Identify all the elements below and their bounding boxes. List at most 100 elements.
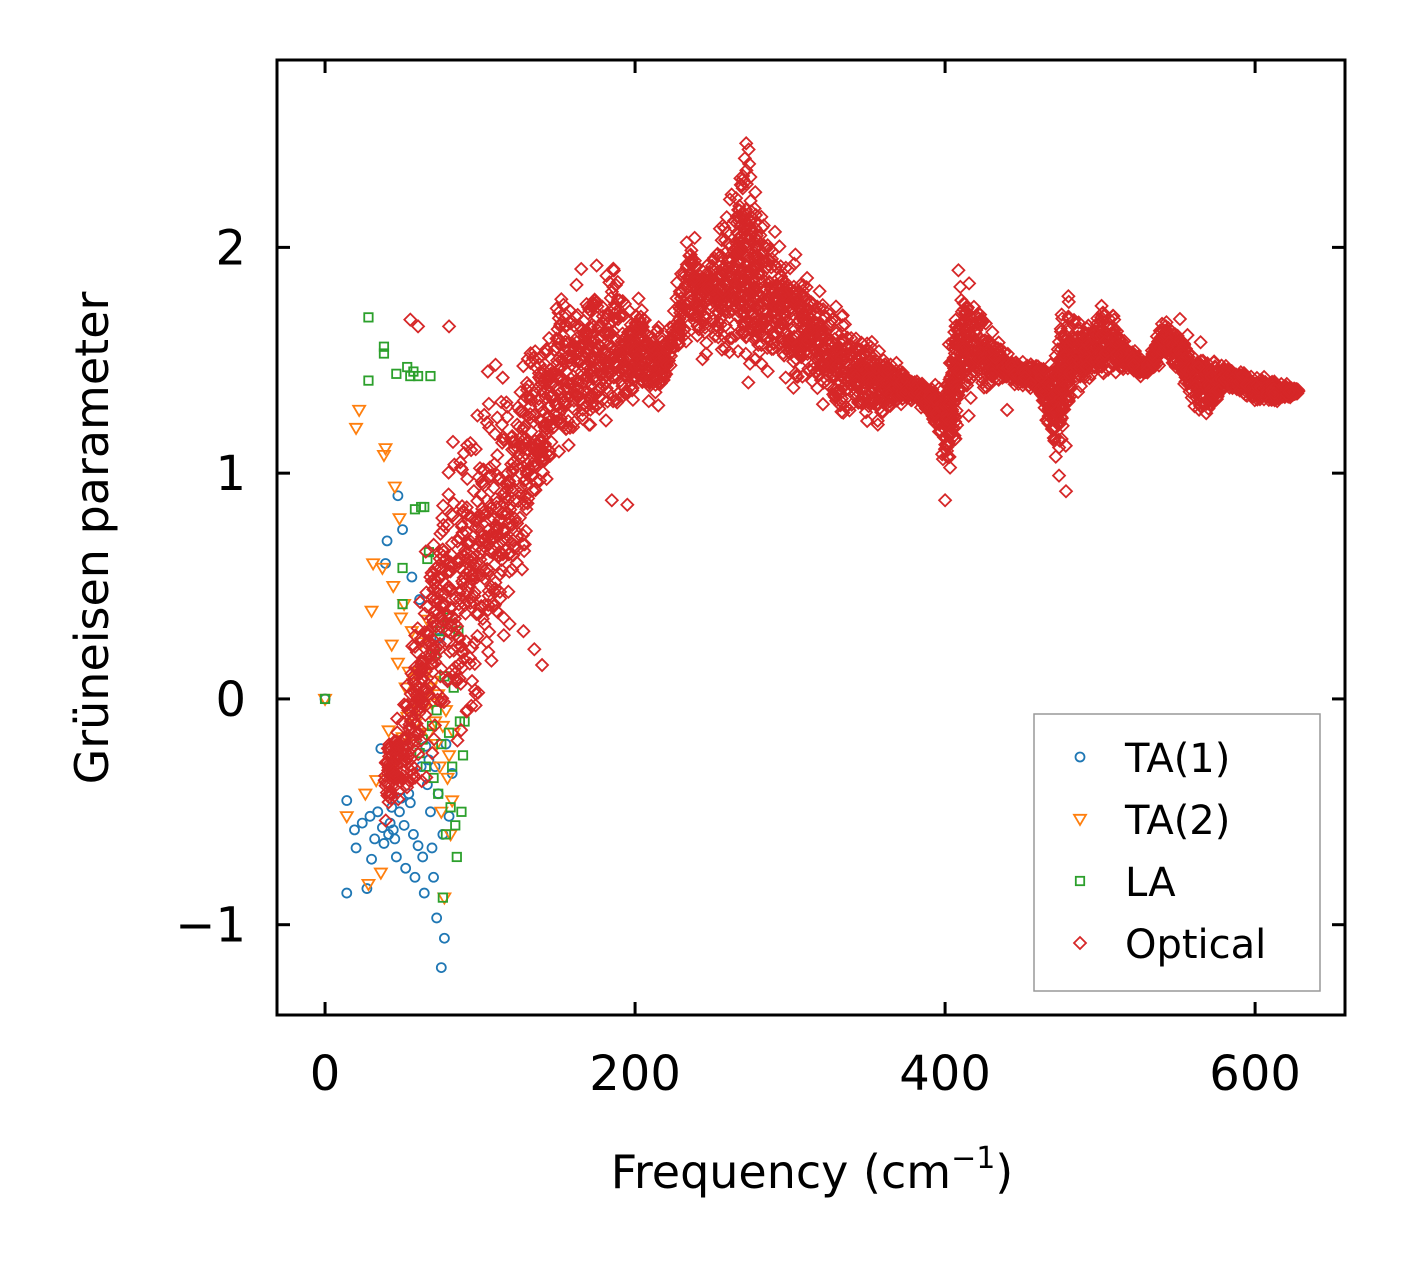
data-point: [600, 308, 616, 324]
data-point: [351, 404, 367, 418]
data-point: [418, 635, 434, 651]
data-point: [1220, 362, 1235, 378]
data-point: [927, 401, 943, 416]
data-point: [790, 369, 805, 385]
data-point: [445, 434, 461, 450]
data-point: [1193, 334, 1208, 350]
data-point: [435, 542, 451, 557]
data-point: [961, 276, 977, 291]
data-point: [505, 461, 521, 477]
data-point: [348, 422, 364, 436]
data-point: [468, 686, 484, 702]
data-point: [397, 599, 408, 610]
data-point: [527, 482, 543, 497]
data-point: [475, 501, 490, 517]
data-point: [652, 368, 667, 383]
data-point: [391, 368, 402, 379]
data-point: [377, 443, 394, 457]
data-point: [707, 328, 723, 344]
data-point: [475, 541, 490, 557]
data-point: [625, 380, 640, 396]
data-point: [493, 394, 509, 410]
data-point: [719, 258, 734, 274]
data-point: [596, 364, 612, 380]
data-point: [1055, 311, 1070, 326]
data-point: [424, 745, 440, 761]
data-point: [427, 654, 443, 670]
data-point: [389, 833, 401, 845]
data-point: [1097, 334, 1112, 350]
data-point: [517, 489, 533, 505]
data-point: [487, 426, 503, 442]
data-point: [499, 395, 514, 410]
legend-label: Optical: [1125, 922, 1266, 968]
data-point: [687, 271, 702, 287]
data-point: [960, 300, 976, 315]
data-point: [732, 198, 747, 214]
data-point: [551, 305, 566, 320]
data-point: [599, 268, 614, 284]
data-point: [457, 597, 473, 613]
data-point: [1206, 355, 1222, 370]
data-point: [476, 407, 492, 423]
data-point: [523, 345, 538, 361]
data-point: [760, 330, 776, 346]
data-point: [527, 641, 542, 657]
data-point: [949, 318, 964, 333]
data-point: [523, 399, 538, 414]
data-point: [537, 416, 553, 431]
data-point: [672, 284, 688, 299]
data-point: [751, 289, 767, 304]
data-point: [713, 317, 729, 332]
data-point: [319, 693, 331, 705]
data-point: [573, 261, 589, 277]
data-point: [738, 136, 754, 151]
data-point: [955, 328, 970, 344]
data-point: [410, 621, 425, 636]
data-point: [1055, 418, 1070, 434]
data-point: [473, 598, 489, 614]
data-point: [673, 286, 688, 301]
data-point: [431, 912, 443, 924]
data-point: [1205, 389, 1220, 404]
data-point: [1036, 361, 1051, 377]
data-point: [612, 347, 628, 362]
data-point: [372, 806, 384, 818]
data-point: [516, 496, 532, 512]
data-point: [390, 791, 406, 807]
data-point: [494, 417, 510, 432]
data-point: [620, 497, 635, 513]
data-point: [519, 466, 534, 482]
data-point: [405, 638, 420, 654]
data-point: [839, 345, 854, 361]
data-point: [987, 350, 1003, 365]
data-point: [976, 355, 991, 371]
data-point: [881, 398, 897, 413]
data-point: [617, 330, 632, 346]
data-point: [1151, 358, 1167, 373]
data-point: [539, 471, 554, 487]
data-point: [437, 892, 448, 903]
data-point: [771, 320, 787, 336]
data-point: [477, 463, 492, 478]
data-point: [447, 761, 458, 772]
data-point: [489, 523, 505, 538]
data-point: [509, 555, 525, 570]
data-point: [770, 290, 785, 305]
data-point: [624, 383, 640, 398]
data-point: [815, 396, 831, 412]
legend-marker: [1074, 751, 1086, 763]
data-point: [385, 580, 401, 594]
data-point: [350, 842, 362, 854]
data-point: [490, 447, 505, 463]
data-point: [815, 325, 831, 340]
data-point: [432, 788, 444, 800]
data-point: [747, 184, 763, 200]
data-point: [815, 297, 830, 313]
data-point: [592, 401, 607, 416]
data-point: [430, 593, 446, 609]
data-point: [558, 421, 574, 437]
data-point: [453, 638, 468, 654]
data-point: [477, 597, 493, 613]
